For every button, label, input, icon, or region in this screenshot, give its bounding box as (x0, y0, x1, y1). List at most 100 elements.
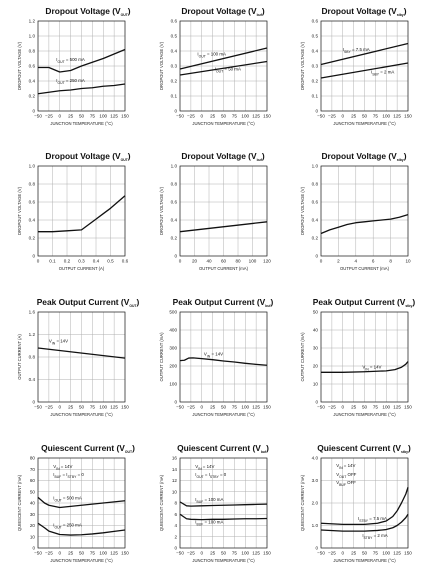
x-tick-label: 50 (79, 551, 85, 556)
x-tick-label: −50 (317, 405, 325, 410)
x-tick-label: 0 (58, 114, 61, 119)
y-axis-label: DROPOUT VOLTAGE (V) (17, 41, 22, 90)
chart-title-subscript: OUT (129, 304, 137, 308)
chart-title-text: Quiescent Current (V (177, 443, 261, 453)
x-tick-label: 150 (404, 551, 412, 556)
x-axis-label: JUNCTION TEMPERATURE (°C) (333, 121, 396, 126)
chart-title-end: ) (271, 297, 274, 307)
x-axis-label: JUNCTION TEMPERATURE (°C) (50, 412, 113, 417)
x-tick-label: 100 (382, 405, 390, 410)
y-tick-label: 16 (172, 456, 178, 461)
annotation-subscript: IN (207, 355, 211, 359)
chart-title-subscript: stby (397, 13, 404, 17)
y-axis-label: DROPOUT VOLTAGE (V) (159, 41, 164, 90)
series-line (37, 347, 126, 359)
y-tick-label: 2 (174, 534, 177, 539)
x-tick-label: 75 (90, 551, 96, 556)
y-tick-label: 0 (315, 400, 318, 405)
annotation-main: I (343, 47, 344, 52)
chart-title-text: Peak Output Current (V (173, 297, 266, 307)
x-axis-label: JUNCTION TEMPERATURE (°C) (192, 412, 255, 417)
annotation-subscript: BUF (339, 483, 346, 487)
plot-frame (37, 165, 126, 257)
x-tick-label: 25 (210, 405, 216, 410)
x-tick-label: 75 (373, 405, 379, 410)
x-tick-label: 0 (320, 259, 323, 264)
plot-frame (179, 311, 268, 403)
y-tick-label: 0.6 (312, 200, 319, 205)
chart-title-subscript: buf (257, 13, 263, 17)
annotation-rest: = I (61, 472, 67, 477)
annotation-subscript: OUT (58, 81, 65, 85)
annotation-rest: = I (204, 472, 210, 477)
y-tick-label: 0 (174, 400, 177, 405)
x-tick-label: −25 (45, 551, 53, 556)
y-tick-label: 50 (313, 310, 319, 315)
annotation-main: V (49, 338, 52, 343)
annotation-subscript: STBY (364, 536, 374, 540)
x-tick-label: −50 (317, 114, 325, 119)
chart-title: Quiescent Current (VOUT) (41, 443, 135, 454)
y-tick-label: 0.1 (312, 94, 319, 99)
annotation-subscript-2: STBY (67, 475, 77, 479)
y-tick-label: 1.0 (312, 523, 319, 528)
y-tick-label: 0.2 (171, 236, 178, 241)
y-axis-label: OUTPUT CURRENT (mA) (300, 332, 305, 382)
y-tick-label: 0.4 (29, 218, 36, 223)
x-tick-label: −25 (187, 551, 195, 556)
x-tick-label: 75 (232, 114, 238, 119)
y-tick-label: 400 (169, 328, 177, 333)
y-tick-label: 70 (30, 467, 36, 472)
x-tick-label: 6 (372, 259, 375, 264)
x-tick-label: −50 (34, 405, 42, 410)
y-tick-label: 4.0 (312, 456, 319, 461)
annotation-rest: = 14V (202, 464, 215, 469)
y-tick-label: 0.5 (312, 34, 319, 39)
chart-panel: Quiescent Current (Vbuf)−50 −25 0 25 50 75 100… (159, 443, 271, 563)
annotation-main: I (195, 497, 196, 502)
y-tick-label: 1.2 (29, 332, 36, 337)
series-line (320, 42, 409, 66)
annotation-rest: = 14V (343, 463, 356, 468)
y-axis-label: DROPOUT VOLTAGE (V) (300, 41, 305, 90)
x-axis-label: JUNCTION TEMPERATURE (°C) (50, 121, 113, 126)
x-axis-label: JUNCTION TEMPERATURE (°C) (50, 558, 113, 563)
y-tick-label: 0.6 (29, 64, 36, 69)
x-axis-label: OUTPUT CURRENT (mA) (340, 266, 390, 271)
series-line (179, 60, 268, 76)
x-tick-label: 50 (221, 114, 227, 119)
y-tick-label: 30 (30, 512, 36, 517)
plot-frame (320, 20, 409, 112)
x-tick-label: −25 (187, 114, 195, 119)
x-tick-label: 150 (121, 114, 129, 119)
x-tick-label: 125 (393, 405, 401, 410)
annotation-rest: = 100 mA (203, 497, 223, 502)
series-annotation: VIN = 14V (204, 352, 223, 359)
chart-title-subscript: stby (397, 158, 404, 162)
annotation-main: V (53, 464, 56, 469)
y-tick-label: 0 (32, 400, 35, 405)
x-tick-label: −50 (176, 405, 184, 410)
series-line (320, 487, 409, 526)
annotation-main: V (195, 464, 198, 469)
series-annotation: ISTBY = 7.5 mA (358, 516, 387, 523)
x-tick-label: 75 (90, 114, 96, 119)
y-tick-label: 0 (315, 109, 318, 114)
series-annotation: VIN = 14V (53, 464, 72, 471)
y-tick-label: 0.8 (29, 49, 36, 54)
y-tick-label: 0.8 (312, 182, 319, 187)
y-axis-label: QUIESCENT CURRENT (mA) (17, 474, 22, 531)
y-tick-label: 0.4 (29, 377, 36, 382)
x-tick-label: −25 (328, 405, 336, 410)
x-tick-label: 0 (200, 114, 203, 119)
y-tick-label: 0 (174, 109, 177, 114)
chart-title: Peak Output Current (Vbuf) (173, 297, 274, 308)
x-axis-label: OUTPUT CURRENT (mA) (199, 266, 249, 271)
y-tick-label: 300 (169, 346, 177, 351)
y-tick-label: 20 (313, 364, 319, 369)
plot-frame (179, 165, 268, 257)
x-tick-label: −50 (317, 551, 325, 556)
chart-panel: Quiescent Current (Vstby) −50 −25 0 25 50 75 10… (300, 443, 412, 563)
x-tick-label: 0.5 (107, 259, 114, 264)
series-annotation: IBUF = ISTBY = 0 (53, 472, 84, 479)
